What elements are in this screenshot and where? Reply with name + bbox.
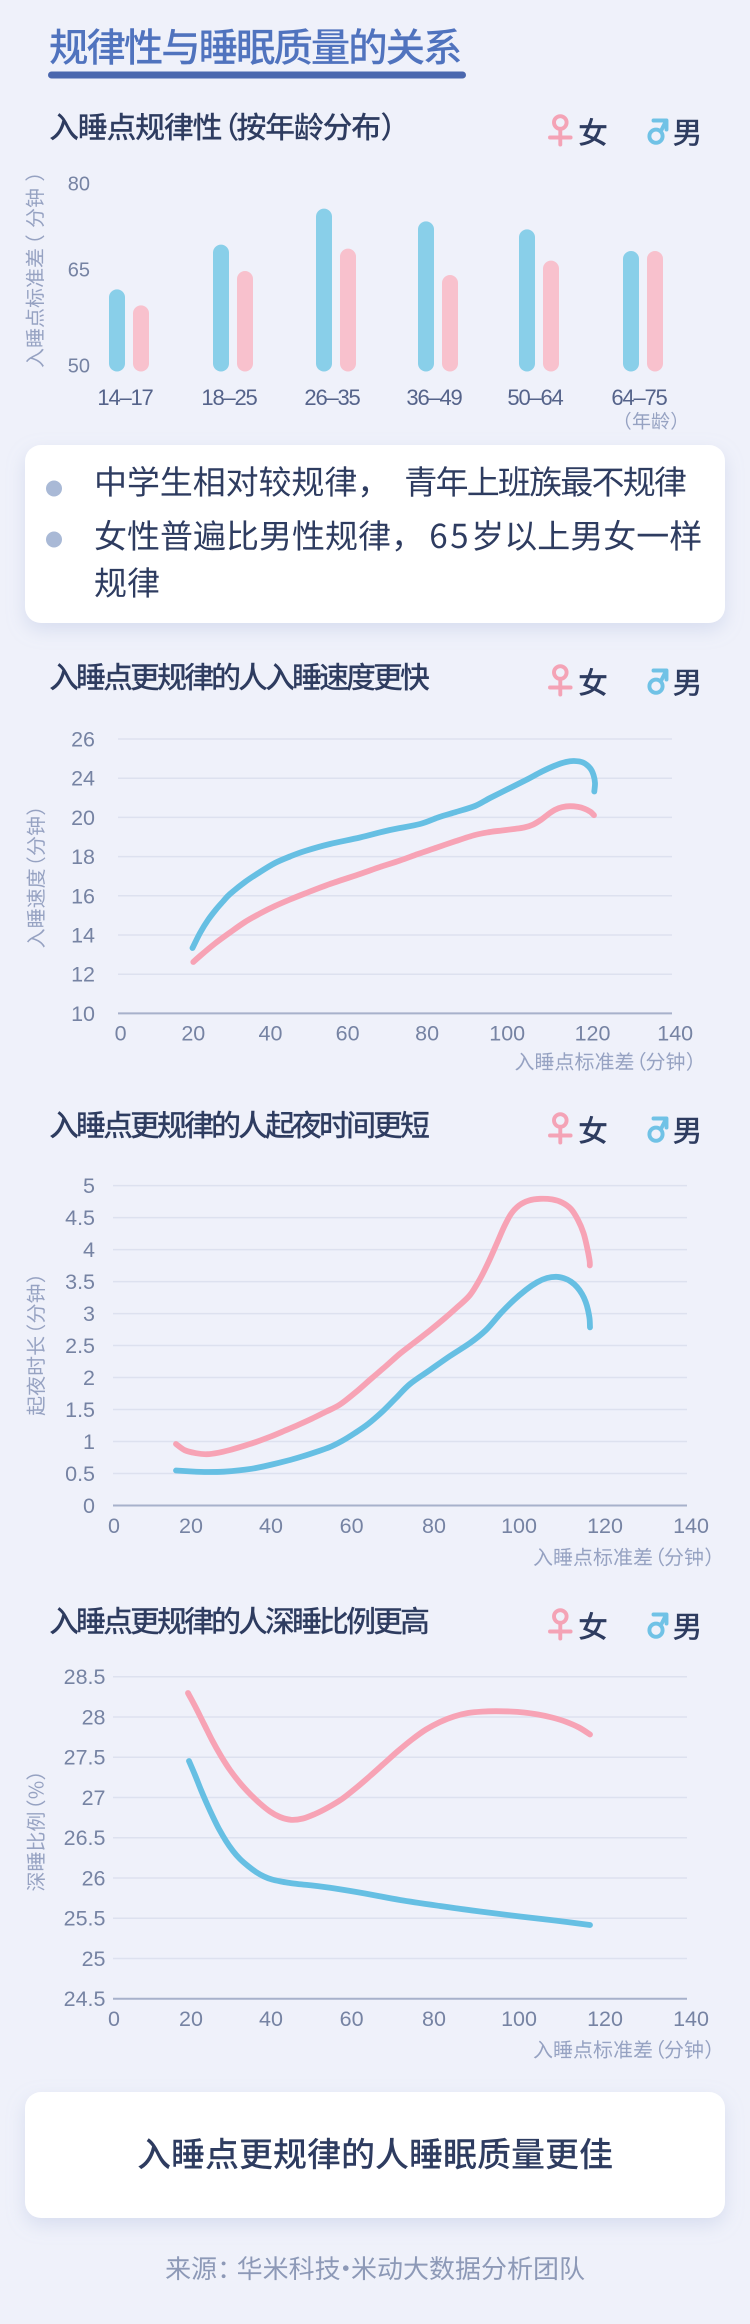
svg-text:4: 4: [83, 1238, 95, 1262]
svg-text:36–49: 36–49: [406, 385, 462, 410]
svg-text:14: 14: [71, 924, 95, 948]
svg-text:24.5: 24.5: [64, 1987, 106, 2011]
svg-text:26.5: 26.5: [64, 1826, 106, 1850]
svg-text:80: 80: [415, 1022, 439, 1046]
svg-text:120: 120: [587, 1514, 623, 1538]
svg-text:100: 100: [489, 1022, 525, 1046]
svg-text:65: 65: [68, 259, 90, 281]
svg-text:3: 3: [83, 1302, 95, 1326]
svg-text:60: 60: [340, 2007, 364, 2031]
svg-text:100: 100: [501, 2007, 537, 2031]
svg-text:64–75: 64–75: [611, 385, 667, 410]
svg-text:40: 40: [259, 1514, 283, 1538]
svg-text:5: 5: [83, 1174, 95, 1198]
svg-text:25: 25: [82, 1947, 106, 1971]
svg-text:20: 20: [179, 1514, 203, 1538]
svg-text:120: 120: [575, 1022, 611, 1046]
svg-text:2.5: 2.5: [65, 1334, 95, 1358]
svg-text:40: 40: [259, 1022, 283, 1046]
svg-text:12: 12: [71, 963, 95, 987]
svg-text:2: 2: [83, 1366, 95, 1390]
svg-text:80: 80: [68, 173, 90, 195]
svg-text:0: 0: [108, 2007, 120, 2031]
svg-text:0: 0: [83, 1494, 95, 1518]
svg-text:20: 20: [179, 2007, 203, 2031]
svg-text:24: 24: [71, 767, 95, 791]
svg-text:50–64: 50–64: [507, 385, 563, 410]
svg-text:100: 100: [501, 1514, 537, 1538]
svg-text:140: 140: [657, 1022, 693, 1046]
svg-text:27: 27: [82, 1786, 106, 1810]
svg-text:1: 1: [83, 1430, 95, 1454]
svg-text:120: 120: [587, 2007, 623, 2031]
svg-text:40: 40: [259, 2007, 283, 2031]
svg-text:4.5: 4.5: [65, 1206, 95, 1230]
svg-text:28: 28: [82, 1706, 106, 1730]
svg-text:25.5: 25.5: [64, 1907, 106, 1931]
svg-text:0: 0: [108, 1514, 120, 1538]
svg-text:140: 140: [673, 2007, 709, 2031]
svg-text:18: 18: [71, 845, 95, 869]
svg-text:80: 80: [422, 2007, 446, 2031]
svg-text:27.5: 27.5: [64, 1746, 106, 1770]
svg-text:10: 10: [71, 1002, 95, 1026]
svg-text:140: 140: [673, 1514, 709, 1538]
svg-text:20: 20: [71, 806, 95, 830]
svg-text:18–25: 18–25: [201, 385, 257, 410]
svg-text:3.5: 3.5: [65, 1270, 95, 1294]
svg-text:0: 0: [115, 1022, 127, 1046]
svg-text:80: 80: [422, 1514, 446, 1538]
svg-text:28.5: 28.5: [64, 1665, 106, 1689]
svg-text:26: 26: [82, 1867, 106, 1891]
svg-text:1.5: 1.5: [65, 1398, 95, 1422]
svg-text:16: 16: [71, 884, 95, 908]
svg-text:26–35: 26–35: [304, 385, 360, 410]
svg-text:50: 50: [68, 356, 90, 378]
svg-text:14–17: 14–17: [97, 385, 153, 410]
svg-text:26: 26: [71, 728, 95, 752]
svg-text:20: 20: [181, 1022, 205, 1046]
svg-text:60: 60: [340, 1514, 364, 1538]
svg-text:60: 60: [336, 1022, 360, 1046]
svg-text:0.5: 0.5: [65, 1462, 95, 1486]
